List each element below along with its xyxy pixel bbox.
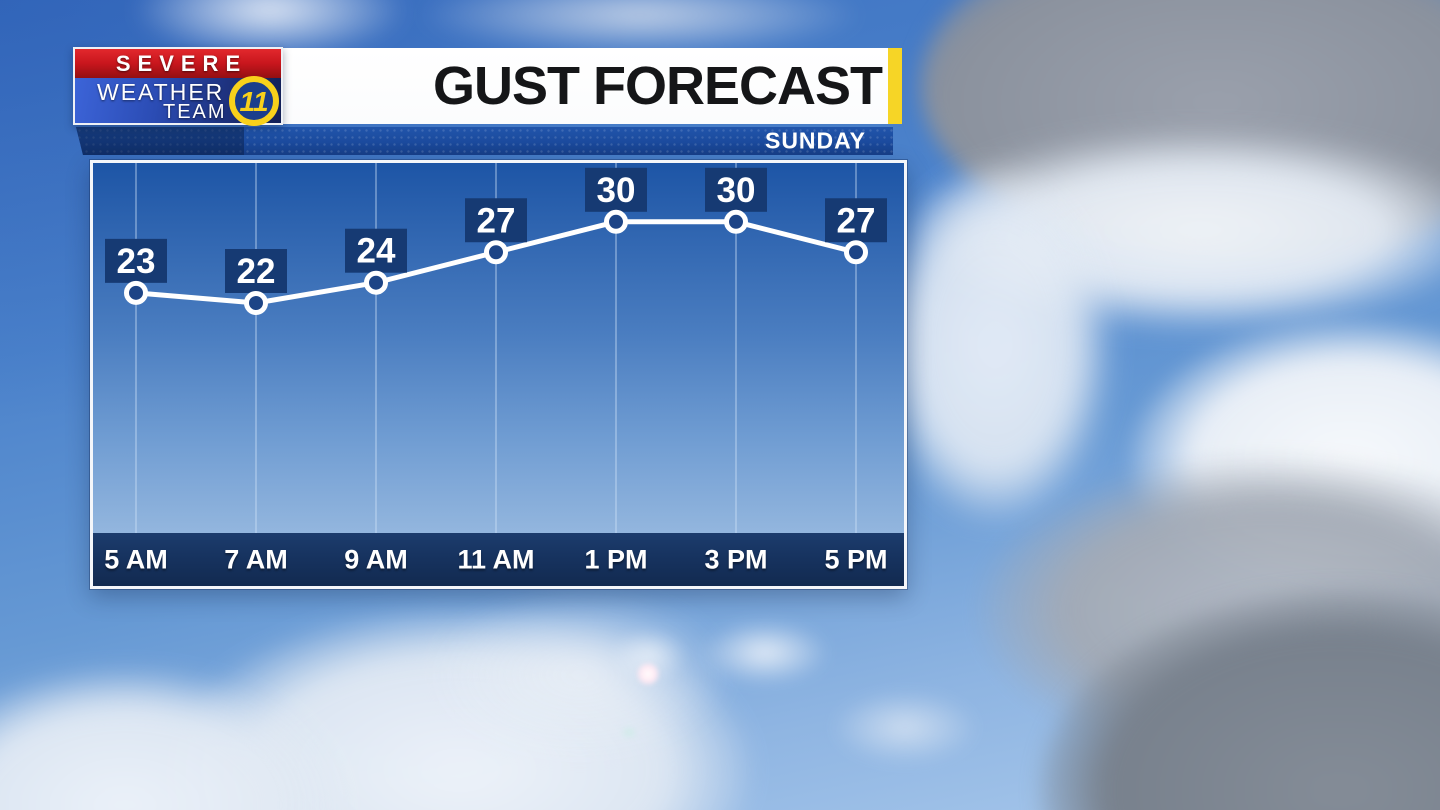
x-axis-label: 1 PM: [584, 544, 648, 574]
logo-team-label: TEAM: [163, 101, 227, 123]
data-point: [724, 209, 748, 234]
x-axis-label: 9 AM: [344, 544, 408, 574]
value-badge: [585, 167, 647, 212]
value-badge: [225, 249, 287, 293]
value-badge: [705, 167, 767, 212]
value-badge-label: 27: [477, 201, 516, 240]
title-bar: GUST FORECAST: [276, 48, 888, 124]
data-point: [844, 240, 868, 265]
value-badge-label: 24: [357, 232, 396, 271]
value-badge-label: 27: [837, 201, 876, 240]
subtitle-bar: SUNDAY: [76, 127, 893, 155]
logo-shadow-slab: [76, 127, 244, 155]
yellow-accent-bar: [888, 48, 902, 124]
value-badge-label: 22: [237, 252, 276, 291]
chart-panel: 23 22 24 27 30 30 27 5 AM 7 AM 9 AM 11 AM 1 PM 3 PM…: [90, 160, 907, 589]
data-point: [124, 280, 148, 305]
gust-line-chart: 23 22 24 27 30 30 27: [105, 163, 887, 533]
x-axis-label: 7 AM: [224, 544, 288, 574]
cloud-small-puff-2: [830, 690, 980, 765]
data-point: [604, 209, 628, 234]
lens-flare-dot: [636, 662, 660, 686]
value-badge-label: 30: [717, 171, 756, 210]
x-axis-label: 5 AM: [104, 544, 168, 574]
svg-text:11: 11: [239, 86, 268, 117]
x-axis-label: 3 PM: [704, 544, 768, 574]
logo-blue-section: WEATHER TEAM 11: [75, 76, 281, 126]
logo-weather-label: WEATHER: [97, 79, 225, 105]
value-badge-label: 30: [597, 171, 636, 210]
cloud-small-puff-1: [700, 620, 830, 685]
cloud-right-of-panel: [880, 170, 1110, 520]
x-axis-label: 11 AM: [457, 544, 535, 574]
value-badge-label: 23: [117, 242, 156, 281]
x-axis-label: 5 PM: [824, 544, 888, 574]
value-badge: [465, 198, 527, 243]
channel-11-icon: 11: [229, 76, 279, 126]
value-badge: [345, 228, 407, 273]
data-point: [244, 291, 268, 315]
subtitle-bar-texture: [76, 127, 893, 155]
value-badge: [825, 198, 887, 243]
x-axis-bar: 5 AM 7 AM 9 AM 11 AM 1 PM 3 PM 5 PM: [93, 533, 904, 586]
value-badge: [105, 238, 167, 283]
severe-weather-team-logo: SEVERE WEATHER TEAM 11: [73, 47, 283, 126]
data-point: [484, 240, 508, 265]
chart-plot-area: 23 22 24 27 30 30 27: [93, 163, 904, 533]
day-label: SUNDAY: [764, 127, 866, 154]
data-point: [364, 270, 388, 295]
logo-severe-banner: SEVERE: [75, 49, 281, 78]
lens-flare-speck: [620, 726, 638, 739]
page-title: GUST FORECAST: [432, 56, 883, 116]
cloud-bottom-center-small: [430, 590, 730, 760]
